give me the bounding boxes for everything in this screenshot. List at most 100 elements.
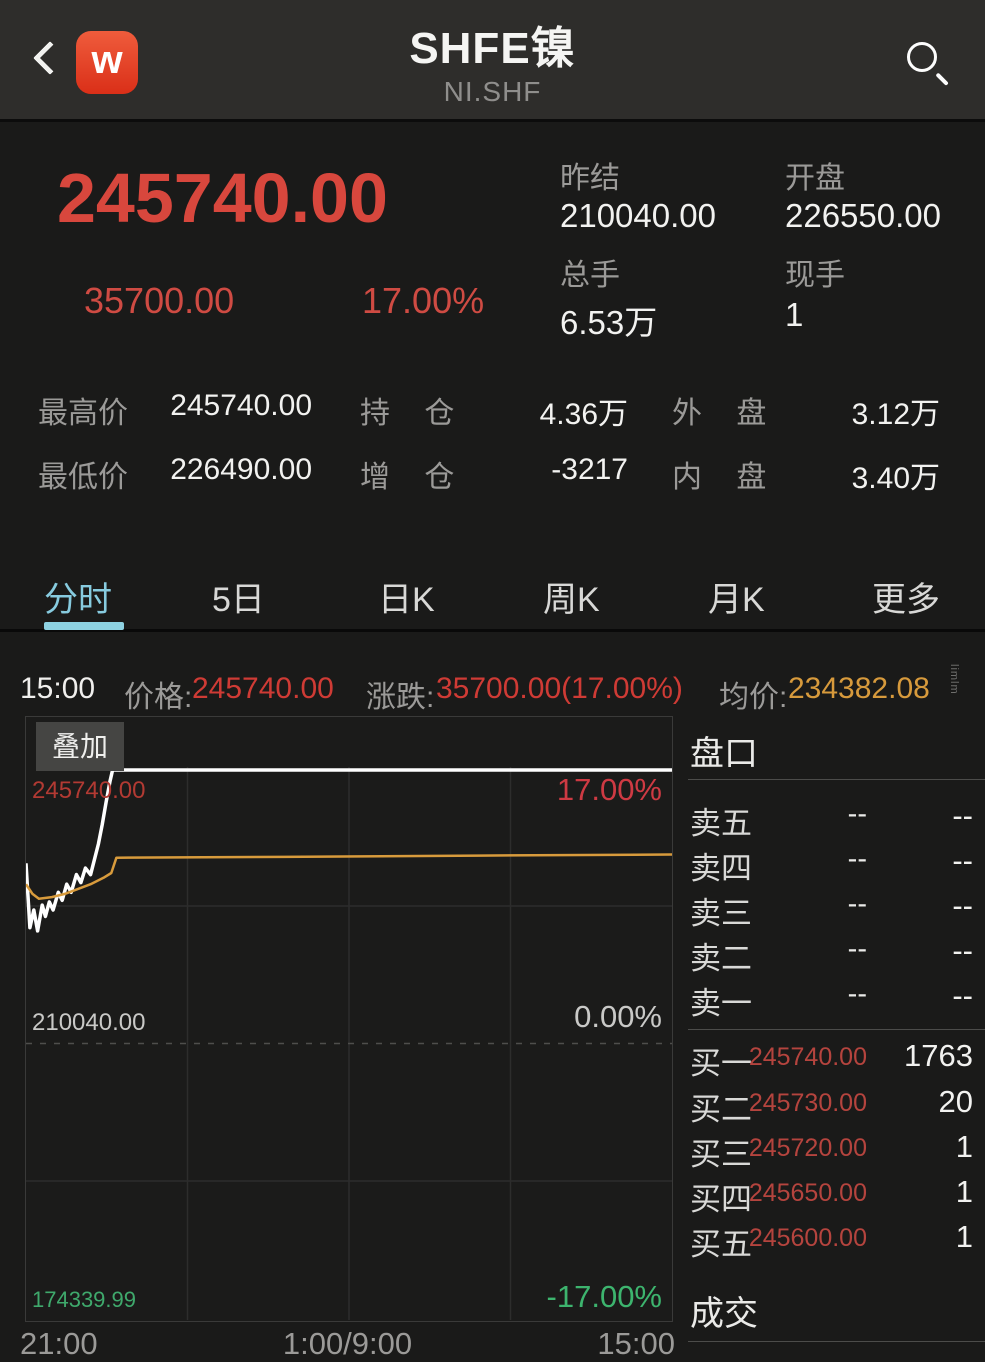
- sell-5-price: --: [847, 798, 867, 830]
- buy-3-price: 245720.00: [748, 1134, 867, 1162]
- oi-change-value: -3217: [551, 453, 628, 486]
- price-change: 35700.00: [84, 280, 235, 321]
- sell-5-volume: --: [952, 798, 973, 833]
- wind-logo-letter: w: [91, 37, 123, 82]
- info-avg: 234382.08: [788, 672, 930, 705]
- buy-1-row[interactable]: 买一 245740.00 1763: [690, 1038, 985, 1083]
- tab-minute[interactable]: 分时: [44, 581, 112, 619]
- divider: [688, 1341, 985, 1342]
- buy-1-price: 245740.00: [748, 1043, 867, 1071]
- page-title: SHFE镍: [409, 24, 576, 73]
- watermark: limlm: [948, 664, 960, 695]
- low-value: 226490.00: [170, 453, 312, 486]
- buy-3-row[interactable]: 买三 245720.00 1: [690, 1129, 985, 1174]
- axis-label-limit-up-price: 245740.00: [32, 777, 146, 804]
- sell-5-row[interactable]: 卖五 -- --: [690, 798, 985, 843]
- price-label: 价格:: [124, 681, 193, 714]
- high-label: 最高价: [38, 397, 128, 430]
- trades-section-title: 成交: [690, 1295, 758, 1333]
- open-interest-value: 4.36万: [539, 398, 628, 431]
- prev-settle-value: 210040.00: [560, 197, 716, 234]
- buy-2-price: 245730.00: [748, 1089, 867, 1117]
- oi-change-label: 增 仓: [360, 461, 455, 494]
- buy-4-volume: 1: [955, 1174, 973, 1209]
- total-volume-value: 6.53万: [560, 304, 658, 341]
- prev-settle-label: 昨结: [560, 162, 620, 195]
- change-label: 涨跌:: [366, 681, 435, 714]
- inner-lots-value: 3.40万: [851, 462, 940, 495]
- tab-monthly-k[interactable]: 月K: [708, 581, 765, 619]
- buy-4-row[interactable]: 买四 245650.00 1: [690, 1174, 985, 1219]
- sell-1-price: --: [847, 978, 867, 1010]
- wind-logo[interactable]: w: [76, 31, 138, 94]
- search-handle: [935, 72, 949, 86]
- order-book-title: 盘口: [690, 735, 758, 773]
- axis-label-zero-pct: 0.00%: [574, 999, 662, 1034]
- buy-2-row[interactable]: 买二 245730.00 20: [690, 1084, 985, 1129]
- chart-gridlines: [26, 767, 672, 1320]
- sell-5-label: 卖五: [690, 806, 752, 841]
- low-label: 最低价: [38, 461, 128, 494]
- current-volume-value: 1: [785, 296, 804, 333]
- sell-1-row[interactable]: 卖一 -- --: [690, 978, 985, 1023]
- buy-2-volume: 20: [938, 1084, 973, 1119]
- open-interest-label: 持 仓: [360, 397, 455, 430]
- divider: [688, 779, 985, 780]
- axis-label-prev-close: 210040.00: [32, 1009, 146, 1036]
- series-average: [26, 853, 672, 900]
- axis-label-limit-up-pct: 17.00%: [556, 772, 662, 807]
- sell-4-volume: --: [952, 843, 973, 878]
- sell-2-volume: --: [952, 933, 973, 968]
- total-volume-label: 总手: [560, 259, 620, 292]
- buy-4-price: 245650.00: [748, 1179, 867, 1207]
- divider: [688, 1029, 985, 1030]
- time-tick-mid: 1:00/9:00: [282, 1326, 413, 1361]
- tab-5day[interactable]: 5日: [212, 581, 265, 619]
- tab-daily-k[interactable]: 日K: [378, 581, 435, 619]
- active-tab-underline: [44, 622, 124, 630]
- sell-1-label: 卖一: [690, 986, 752, 1021]
- time-tick-end: 15:00: [597, 1326, 675, 1361]
- time-axis: 21:00 1:00/9:00 15:00: [20, 1326, 675, 1362]
- buy-3-label: 买三: [690, 1137, 752, 1172]
- avg-label: 均价:: [719, 681, 788, 714]
- sell-4-price: --: [847, 843, 867, 875]
- buy-5-price: 245600.00: [748, 1224, 867, 1252]
- buy-2-label: 买二: [690, 1092, 752, 1127]
- price-change-pct: 17.00%: [362, 280, 485, 321]
- sell-3-label: 卖三: [690, 896, 752, 931]
- current-volume-label: 现手: [785, 259, 845, 292]
- sell-4-row[interactable]: 卖四 -- --: [690, 843, 985, 888]
- info-change: 35700.00(17.00%): [436, 672, 683, 705]
- sell-3-volume: --: [952, 888, 973, 923]
- buy-4-label: 买四: [690, 1182, 752, 1217]
- quote-time: 15:00: [20, 672, 96, 705]
- outer-lots-label: 外 盘: [672, 397, 767, 430]
- buy-5-row[interactable]: 买五 245600.00 1: [690, 1219, 985, 1264]
- info-price: 245740.00: [192, 672, 334, 705]
- buy-5-volume: 1: [955, 1219, 973, 1254]
- outer-lots-value: 3.12万: [851, 398, 940, 431]
- tab-more[interactable]: 更多: [872, 581, 940, 619]
- tab-weekly-k[interactable]: 周K: [543, 581, 600, 619]
- open-value: 226550.00: [785, 197, 941, 234]
- inner-lots-label: 内 盘: [672, 461, 767, 494]
- buy-3-volume: 1: [955, 1129, 973, 1164]
- last-price: 245740.00: [57, 159, 388, 237]
- buy-5-label: 买五: [690, 1227, 752, 1262]
- intraday-chart[interactable]: 叠加 245740.00 17.00% 210040.00 0.00% 1743…: [25, 716, 673, 1322]
- buy-1-label: 买一: [690, 1046, 752, 1081]
- search-icon[interactable]: [905, 40, 951, 86]
- high-value: 245740.00: [170, 389, 312, 422]
- sell-3-row[interactable]: 卖三 -- --: [690, 888, 985, 933]
- order-book-panel: 盘口 卖五 -- -- 卖四 -- -- 卖三 -- -- 卖二 -- -- 卖…: [688, 716, 985, 1362]
- instrument-code: NI.SHF: [443, 76, 542, 107]
- buy-1-volume: 1763: [904, 1038, 973, 1073]
- sell-4-label: 卖四: [690, 851, 752, 886]
- overlay-button[interactable]: 叠加: [36, 722, 125, 771]
- sell-2-row[interactable]: 卖二 -- --: [690, 933, 985, 978]
- sell-1-volume: --: [952, 978, 973, 1013]
- sell-3-price: --: [847, 888, 867, 920]
- title-bar: w SHFE镍 NI.SHF: [0, 0, 985, 122]
